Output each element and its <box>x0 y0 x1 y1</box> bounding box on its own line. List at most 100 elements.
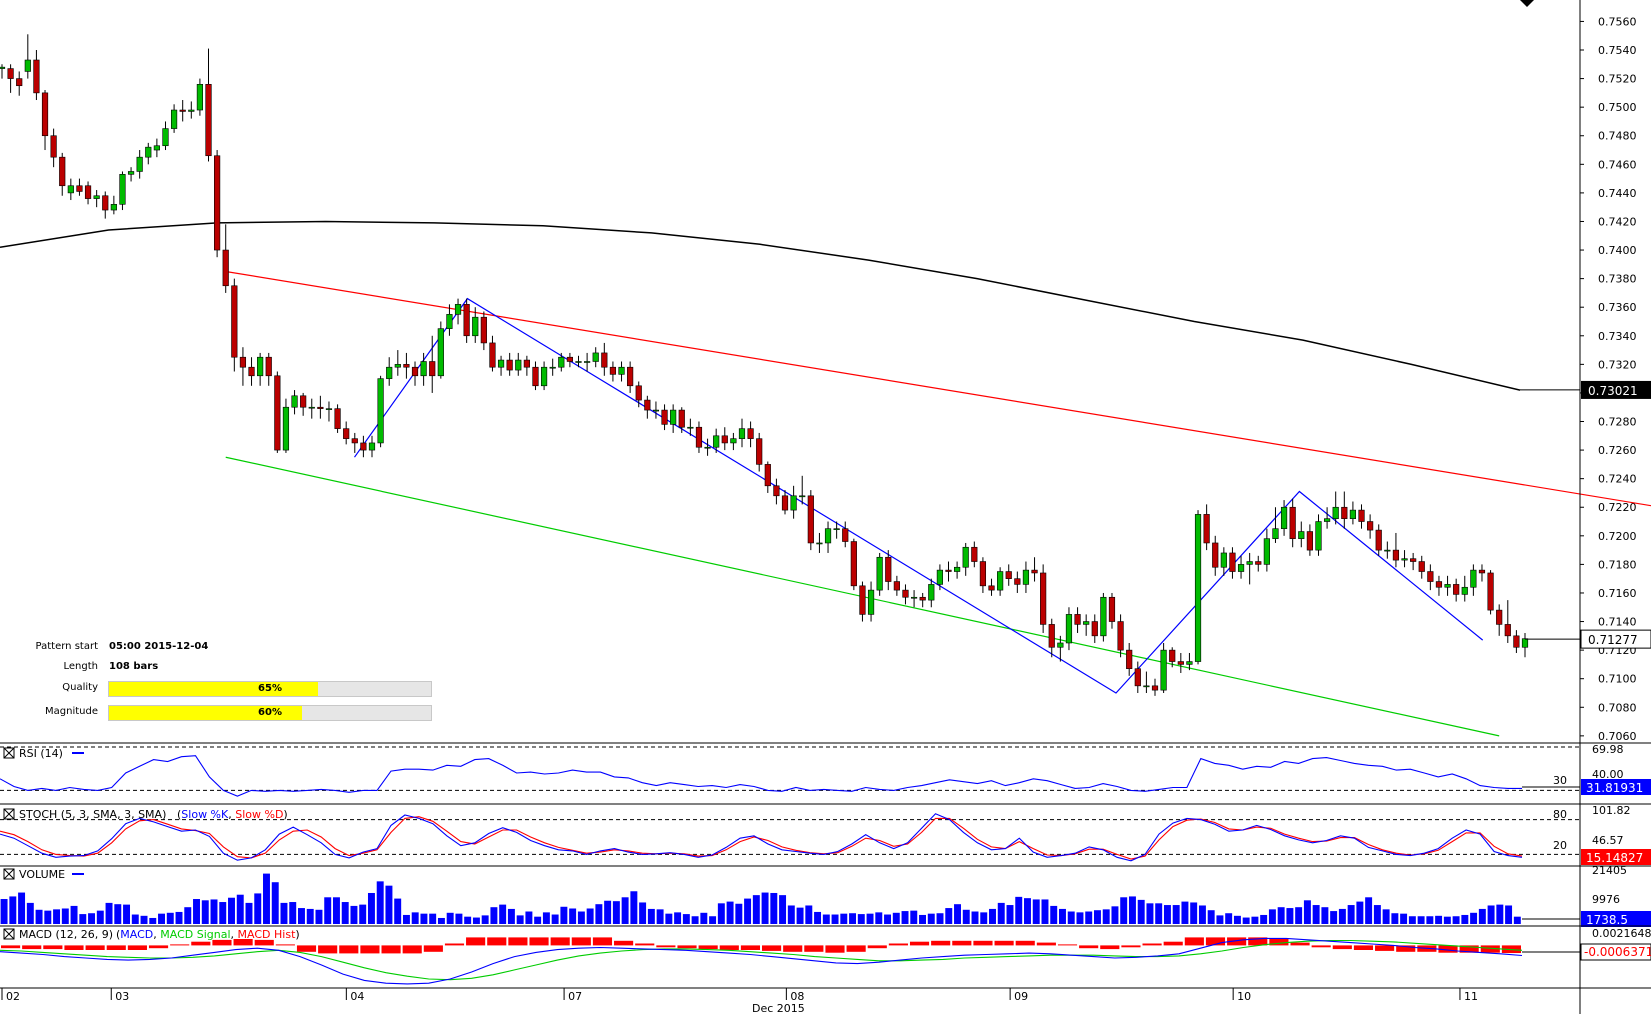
pattern-magnitude-row: Magnitude 60% <box>0 705 440 721</box>
candle-body-down <box>695 426 703 448</box>
candle-body-down <box>988 585 995 591</box>
volume-bar <box>1295 907 1303 924</box>
pattern-start-value: 05:00 2015-12-04 <box>109 641 209 652</box>
candle-body-down <box>76 185 83 192</box>
volume-bar <box>1435 915 1443 924</box>
candle-body-up <box>540 366 548 387</box>
volume-bar <box>499 904 507 924</box>
candle-body-up <box>1083 621 1090 625</box>
pattern-zigzag-line <box>354 297 1484 694</box>
candle-body-down <box>41 92 49 137</box>
rsi-panel: RSI (14) 69.98 40.00 30 31.81931 <box>0 743 1651 797</box>
quality-bar-fill <box>109 682 319 696</box>
candle-body-down <box>343 428 350 439</box>
volume-bar <box>254 893 262 924</box>
candle-body-down <box>945 569 952 572</box>
volume-bar <box>350 905 358 924</box>
volume-bar <box>245 902 253 924</box>
candle-body-down <box>807 495 814 544</box>
candle-body-down <box>1177 661 1184 665</box>
volume-bar <box>551 914 559 924</box>
candle-body-down <box>1392 549 1400 561</box>
price-tick-label: 0.7080 <box>1598 701 1637 714</box>
volume-bar <box>1225 913 1233 924</box>
volume-bar <box>927 913 935 924</box>
volume-bar <box>989 908 996 924</box>
price-tick-label: 0.7240 <box>1598 473 1637 486</box>
candle-body-down <box>635 385 642 401</box>
volume-bar <box>691 916 699 924</box>
volume-bar <box>787 905 795 924</box>
volume-bar <box>656 909 664 924</box>
candle-body-down <box>1418 561 1425 572</box>
macd-histogram-bar <box>191 941 211 946</box>
candle-body-down <box>179 109 186 112</box>
candle-body-down <box>222 249 229 287</box>
candle-body-down <box>1091 621 1098 637</box>
candle-body-down <box>764 464 771 487</box>
candle-body-up <box>386 366 393 379</box>
volume-bar <box>910 910 918 924</box>
volume-bar <box>831 914 839 924</box>
macd-legend: (MACD, MACD Signal, MACD Hist) <box>116 928 300 941</box>
volume-bar <box>577 911 585 924</box>
candle-body-down <box>661 409 668 425</box>
macd-histogram-bar <box>783 945 803 952</box>
volume-bar <box>1076 912 1084 924</box>
volume-bar <box>1260 914 1268 924</box>
macd-histogram-bar <box>85 945 105 950</box>
volume-bar <box>1024 898 1031 924</box>
volume-bar <box>1505 905 1513 924</box>
price-tick-label: 0.7280 <box>1598 416 1637 429</box>
macd-histogram-bar <box>909 941 930 946</box>
volume-bar <box>1216 915 1224 924</box>
macd-histogram-bar <box>127 945 147 950</box>
candle-body-up <box>196 84 204 111</box>
volume-bar <box>901 911 909 924</box>
candle-body-up <box>1298 531 1305 539</box>
volume-bar <box>1513 916 1521 924</box>
macd-histogram-bar <box>1036 942 1056 946</box>
macd-histogram-bar <box>656 945 676 948</box>
volume-bar <box>26 902 34 924</box>
pattern-start-label: Pattern start <box>35 641 98 652</box>
macd-histogram-bar <box>1311 945 1331 948</box>
macd-histogram-bar <box>592 937 613 946</box>
volume-bar <box>1470 912 1478 924</box>
volume-bar <box>717 903 725 924</box>
volume-bar <box>315 909 323 924</box>
volume-bar <box>105 902 113 924</box>
candle-body-up <box>291 395 298 408</box>
moving-average-line <box>0 220 1521 391</box>
candle-body-up <box>1237 564 1245 572</box>
candle-body-up <box>257 356 264 377</box>
macd-histogram-bar <box>677 945 697 949</box>
volume-bar <box>516 915 524 924</box>
candle-body-up <box>652 409 660 412</box>
volume-bar <box>612 901 620 924</box>
volume-bar <box>367 892 375 924</box>
price-tick-label: 0.7180 <box>1598 558 1637 571</box>
volume-bar <box>1330 911 1338 924</box>
candle-body-up <box>584 361 591 363</box>
macd-histogram-bar <box>466 937 486 946</box>
volume-bar <box>1032 899 1040 924</box>
price-tick-label: 0.7520 <box>1598 73 1637 86</box>
volume-bar <box>1041 899 1049 924</box>
panel-title: STOCH (5, 3, SMA, 3, SMA) <box>19 808 166 821</box>
volume-bar <box>866 913 874 924</box>
macd-histogram-bar <box>275 944 295 946</box>
candle-body-down <box>1435 581 1443 588</box>
stoch-legend-k: Slow %K <box>181 808 229 821</box>
candle-body-down <box>773 485 780 497</box>
volume-bar <box>674 912 682 924</box>
volume-bar <box>945 908 953 924</box>
candle-body-down <box>1151 685 1159 691</box>
price-tick-label: 0.7440 <box>1598 187 1637 200</box>
volume-bar <box>280 902 288 924</box>
candle-body-up <box>394 364 401 368</box>
candle-body-down <box>317 406 324 409</box>
candle-body-up <box>799 495 806 498</box>
candle-body-up <box>308 406 315 409</box>
volume-bar <box>1338 908 1346 924</box>
